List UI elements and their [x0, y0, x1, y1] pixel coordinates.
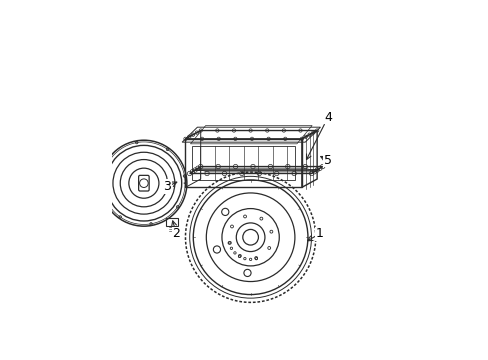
- Text: 2: 2: [171, 221, 180, 240]
- Bar: [165, 218, 177, 226]
- Text: 4: 4: [306, 111, 331, 159]
- Text: 1: 1: [307, 227, 323, 241]
- Text: 5: 5: [320, 154, 331, 167]
- Text: 3: 3: [163, 180, 177, 193]
